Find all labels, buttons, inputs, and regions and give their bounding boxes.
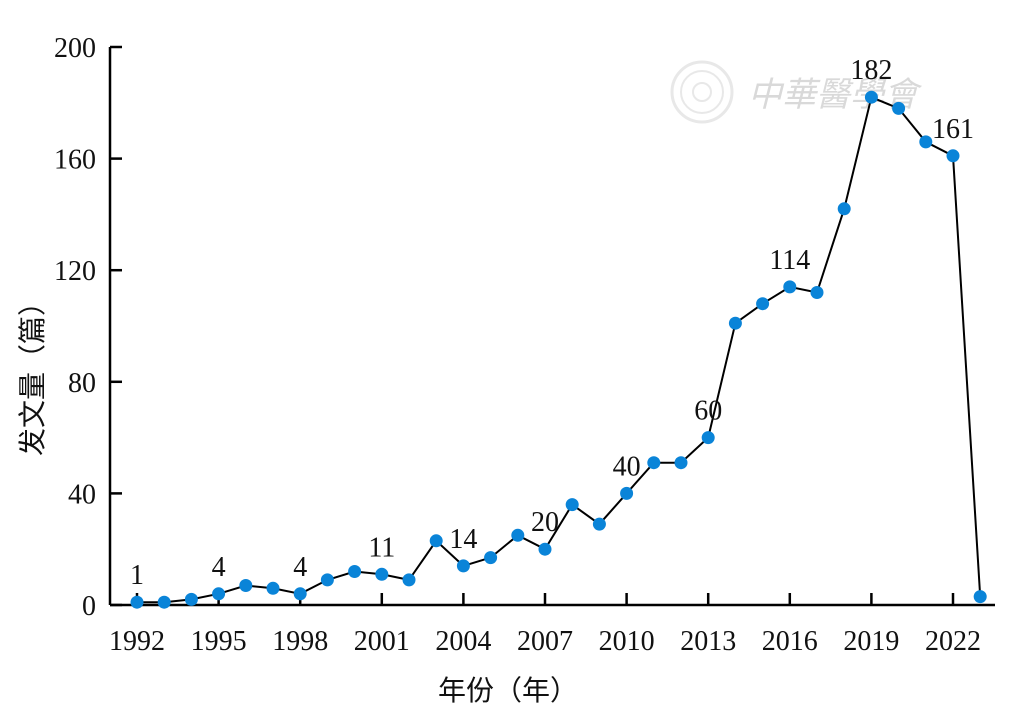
x-tick-label: 2010 xyxy=(599,626,655,657)
x-tick-label: 2022 xyxy=(925,626,981,657)
data-point-2018 xyxy=(837,202,851,216)
data-point-2019 xyxy=(864,90,878,104)
data-point-2014 xyxy=(728,316,742,330)
data-point-1993 xyxy=(157,595,171,609)
data-point-2023 xyxy=(973,590,987,604)
y-tick-label: 200 xyxy=(54,33,96,64)
data-point-2003 xyxy=(429,534,443,548)
x-tick-label: 2001 xyxy=(354,626,410,657)
data-point-1997 xyxy=(266,581,280,595)
data-point-2005 xyxy=(484,551,498,565)
x-tick-label: 2007 xyxy=(517,626,573,657)
data-point-1992 xyxy=(130,595,144,609)
y-tick-label: 120 xyxy=(54,256,96,287)
data-label-2013: 60 xyxy=(694,396,722,427)
x-axis-title: 年份（年） xyxy=(438,674,578,707)
data-label-2004: 14 xyxy=(449,524,477,555)
data-point-2020 xyxy=(892,101,906,115)
data-label-2010: 40 xyxy=(613,451,641,482)
x-tick-label: 1992 xyxy=(109,626,165,657)
data-label-2019: 182 xyxy=(850,55,892,86)
x-tick-label: 2019 xyxy=(843,626,899,657)
data-point-1995 xyxy=(212,587,226,601)
data-point-2017 xyxy=(810,286,824,299)
y-tick-label: 0 xyxy=(82,591,96,622)
x-tick-label: 1998 xyxy=(272,626,328,657)
data-label-2022: 161 xyxy=(932,114,974,145)
data-point-2010 xyxy=(620,486,634,500)
data-point-1998 xyxy=(293,587,307,601)
data-label-2016: 114 xyxy=(769,245,810,276)
data-point-2008 xyxy=(565,498,579,512)
y-tick-label: 160 xyxy=(54,145,96,176)
data-point-2000 xyxy=(348,565,362,578)
data-label-1998: 4 xyxy=(293,552,307,583)
data-point-2012 xyxy=(674,456,688,470)
x-tick-label: 2013 xyxy=(680,626,736,657)
series-group xyxy=(130,90,987,609)
data-label-1995: 4 xyxy=(212,552,226,583)
y-tick-label: 80 xyxy=(68,368,96,399)
y-axis-title: 发文量（篇） xyxy=(16,288,49,456)
data-label-1992: 1 xyxy=(130,560,144,591)
y-tick-label: 40 xyxy=(68,479,96,510)
data-point-2021 xyxy=(919,135,933,149)
data-point-2016 xyxy=(783,280,797,294)
x-tick-label: 2004 xyxy=(435,626,491,657)
data-point-2013 xyxy=(701,431,715,445)
x-tick-label: 1995 xyxy=(191,626,247,657)
data-point-2011 xyxy=(647,456,661,470)
data-point-1996 xyxy=(239,579,253,592)
data-point-2007 xyxy=(538,542,552,556)
data-point-2009 xyxy=(592,517,606,531)
data-point-2015 xyxy=(756,297,770,311)
data-label-2007: 20 xyxy=(531,507,559,538)
data-point-2022 xyxy=(946,149,960,163)
data-point-2004 xyxy=(456,559,470,573)
data-point-2001 xyxy=(375,567,389,581)
data-point-1994 xyxy=(184,592,198,606)
data-point-2006 xyxy=(511,528,525,542)
data-point-1999 xyxy=(320,573,334,587)
seal-icon xyxy=(670,60,734,124)
data-label-2001: 11 xyxy=(368,532,395,563)
data-point-2002 xyxy=(402,573,416,587)
x-tick-label: 2016 xyxy=(762,626,818,657)
